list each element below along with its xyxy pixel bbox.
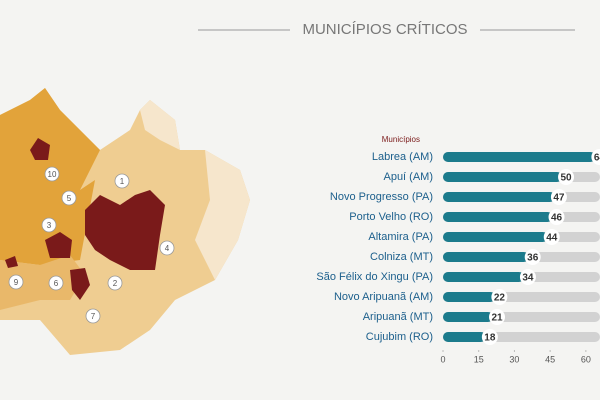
y-tick-label: Novo Progresso (PA): [330, 191, 433, 203]
value-label: 44: [546, 233, 558, 244]
value-badge: [558, 169, 575, 185]
region-ro: [0, 255, 85, 310]
value-badge: [548, 209, 565, 225]
x-tick-label: 60: [581, 354, 591, 364]
map-badge: [44, 166, 60, 182]
value-label: 34: [522, 273, 534, 284]
bar: [443, 272, 524, 282]
bar: [443, 332, 486, 342]
axis-label: Municípios: [382, 135, 420, 144]
value-badge: [489, 309, 505, 325]
value-label: 64: [594, 153, 600, 164]
critical-area: [5, 256, 18, 268]
map-badge: [107, 275, 123, 291]
value-badge: [519, 269, 536, 285]
value-badge: [591, 149, 600, 165]
value-badge: [524, 249, 541, 265]
y-tick-label: Porto Velho (RO): [349, 211, 433, 223]
value-badge: [491, 289, 508, 305]
bar: [443, 312, 493, 322]
region-ap: [140, 100, 180, 150]
bar: [443, 172, 563, 182]
chart-title: MUNICÍPIOS CRÍTICOS: [302, 21, 467, 38]
y-tick-label: Apuí (AM): [383, 171, 433, 183]
y-tick-label: Novo Aripuanã (AM): [334, 291, 433, 303]
map-label: 3: [47, 221, 52, 230]
x-tick-label: 45: [545, 354, 555, 364]
bar: [443, 292, 496, 302]
value-label: 36: [527, 253, 539, 264]
map-label: 4: [165, 244, 170, 253]
y-tick-label: Aripuanã (MT): [363, 311, 433, 323]
y-tick-label: São Félix do Xingu (PA): [316, 271, 433, 283]
bar: [443, 192, 555, 202]
map-badge: [85, 308, 101, 324]
map-label: 6: [54, 279, 59, 288]
y-tick-label: Cujubim (RO): [366, 331, 433, 343]
value-label: 22: [494, 293, 506, 304]
bar: [443, 232, 548, 242]
critical-area: [70, 268, 90, 300]
bar: [443, 212, 553, 222]
map-badge: [48, 275, 64, 291]
map-badge: [114, 173, 130, 189]
value-label: 18: [484, 333, 496, 344]
critical-area: [85, 190, 165, 270]
map-label: 5: [67, 194, 72, 203]
map-label: 1: [120, 177, 125, 186]
critical-area: [30, 138, 50, 160]
map-label: 2: [113, 279, 118, 288]
map-badge: [61, 190, 77, 206]
y-tick-label: Colniza (MT): [370, 251, 433, 263]
map-badge: [41, 217, 57, 233]
value-label: 21: [491, 313, 503, 324]
region-ma: [195, 150, 250, 280]
value-label: 46: [551, 213, 563, 224]
map-label: 9: [14, 278, 19, 287]
x-tick-label: 30: [509, 354, 519, 364]
bar: [443, 152, 596, 162]
bar: [443, 252, 529, 262]
critical-area: [45, 232, 72, 258]
map-badge: [8, 274, 24, 290]
y-tick-label: Labrea (AM): [372, 151, 433, 163]
value-badge: [543, 229, 560, 245]
x-tick-label: 15: [474, 354, 484, 364]
value-label: 47: [553, 193, 565, 204]
value-badge: [550, 189, 567, 205]
value-badge: [481, 329, 498, 345]
x-tick-label: 0: [440, 354, 445, 364]
map-badge: [159, 240, 175, 256]
value-label: 50: [560, 173, 572, 184]
map: [0, 88, 250, 355]
y-tick-label: Altamira (PA): [368, 231, 433, 243]
map-label: 10: [48, 170, 57, 179]
map-label: 7: [91, 312, 96, 321]
